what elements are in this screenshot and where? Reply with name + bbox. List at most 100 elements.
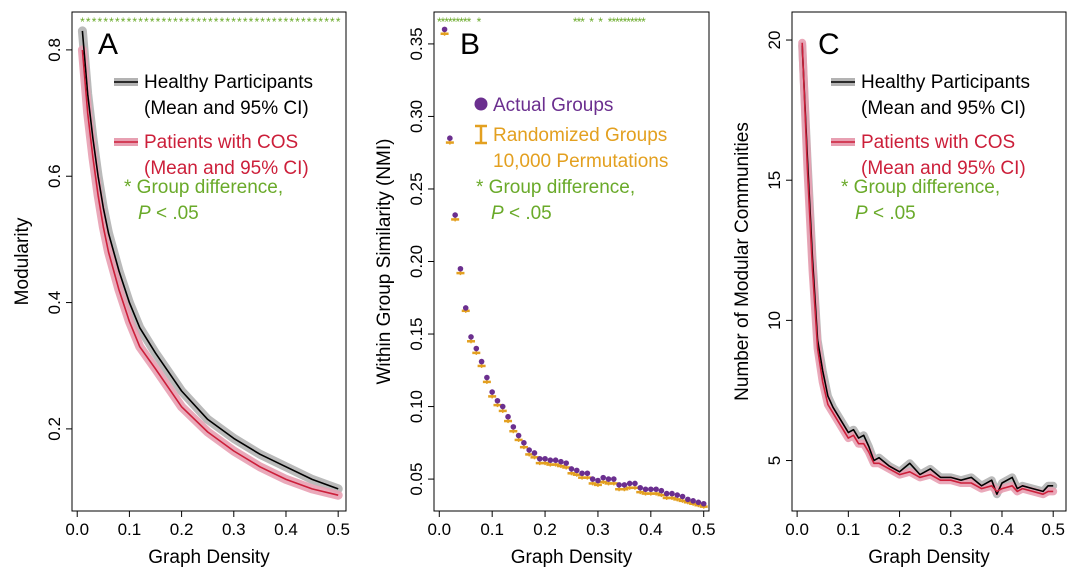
- significance-star: *: [260, 15, 265, 29]
- x-tick-label: 0.3: [586, 520, 610, 539]
- legend-label: Healthy Participants: [861, 72, 1030, 93]
- actual-point: [685, 496, 691, 503]
- significance-star: *: [138, 15, 143, 29]
- x-axis-label: Graph Density: [511, 547, 633, 568]
- x-tick-label: 0.3: [222, 520, 246, 539]
- x-tick-label: 0.3: [939, 520, 963, 539]
- legend-label-sub: (Mean and 95% CI): [144, 158, 309, 179]
- actual-point: [521, 440, 527, 446]
- series-line: [801, 45, 1054, 495]
- actual-point: [648, 486, 654, 493]
- actual-point: [558, 458, 564, 465]
- y-tick-label: 0.6: [45, 164, 64, 188]
- significance-star: *: [80, 15, 85, 29]
- significance-star: *: [619, 15, 624, 29]
- actual-point: [611, 476, 617, 482]
- legend-label: Patients with COS: [144, 132, 298, 153]
- significance-star: *: [173, 15, 178, 29]
- significance-star: *: [132, 15, 137, 29]
- y-tick-label: 0.05: [407, 463, 426, 496]
- actual-point: [489, 389, 495, 395]
- significance-star: *: [86, 15, 91, 29]
- significance-note: * Group difference,: [841, 177, 1000, 198]
- significance-star: *: [167, 15, 172, 29]
- y-tick-label: 0.30: [407, 100, 426, 133]
- actual-point: [441, 26, 448, 33]
- x-tick-label: 0.4: [639, 520, 663, 539]
- significance-star: *: [301, 15, 306, 29]
- actual-point: [616, 482, 622, 488]
- panel-letter: A: [98, 28, 118, 61]
- significance-star: *: [109, 15, 114, 29]
- significance-star: *: [254, 15, 259, 29]
- x-axis-label: Graph Density: [868, 547, 990, 568]
- actual-point: [642, 486, 649, 493]
- significance-star: *: [463, 15, 468, 29]
- actual-point: [690, 498, 696, 504]
- y-tick-label: 0.25: [407, 172, 426, 205]
- significance-star: *: [336, 15, 341, 29]
- actual-point: [531, 450, 538, 456]
- significance-star: *: [161, 15, 166, 29]
- significance-star: *: [630, 15, 635, 29]
- y-tick-label: 5: [765, 456, 784, 465]
- significance-star: *: [144, 15, 149, 29]
- x-tick-label: 0.1: [118, 520, 142, 539]
- panel-c: 0.0 0.1 0.2 0.3 0.4 0.5 5 10 15 20 Graph Density Nu…: [732, 11, 1067, 568]
- actual-point: [542, 455, 548, 462]
- p-threshold: < .05: [151, 203, 199, 224]
- panel-a: 0.0 0.1 0.2 0.3 0.4 0.5 0.2 0.4 0.6 0.8 Graph Dens…: [12, 11, 350, 568]
- actual-point: [653, 486, 659, 493]
- significance-star: *: [231, 15, 236, 29]
- actual-point: [452, 212, 458, 218]
- significance-star: *: [121, 15, 126, 29]
- significance-star: *: [103, 15, 108, 29]
- significance-star: *: [623, 15, 628, 29]
- x-tick-label: 0.2: [888, 520, 912, 539]
- actual-point: [589, 476, 596, 482]
- plot-frame: [71, 11, 347, 512]
- panel-letter: B: [460, 28, 480, 61]
- significance-star: *: [452, 15, 457, 29]
- significance-star: *: [150, 15, 155, 29]
- series-line: [81, 30, 339, 490]
- significance-star: *: [577, 15, 582, 29]
- significance-note: * Group difference,: [476, 177, 635, 198]
- y-tick-label: 0.4: [45, 291, 64, 315]
- actual-point: [468, 334, 474, 340]
- actual-point: [573, 467, 580, 474]
- significance-star: *: [156, 15, 161, 29]
- x-tick-label: 0.2: [533, 520, 557, 539]
- p-symbol: P: [855, 203, 868, 224]
- significance-star: *: [92, 15, 97, 29]
- significance-star: *: [191, 15, 196, 29]
- actual-point: [637, 484, 644, 491]
- y-tick-label: 20: [765, 31, 784, 50]
- significance-star: *: [243, 15, 248, 29]
- y-axis-label: Number of Modular Communities: [732, 122, 753, 401]
- x-tick-label: 0.4: [990, 520, 1014, 539]
- actual-point: [552, 457, 559, 464]
- actual-point: [536, 455, 543, 462]
- plot-frame: [433, 11, 710, 512]
- significance-star: *: [637, 15, 642, 29]
- legend-label: Randomized Groups: [493, 125, 667, 146]
- significance-star: *: [598, 15, 603, 29]
- significance-star: *: [202, 15, 207, 29]
- actual-point: [515, 432, 522, 439]
- significance-star: *: [580, 15, 585, 29]
- significance-star: *: [278, 15, 283, 29]
- significance-star: *: [225, 15, 230, 29]
- actual-point: [663, 490, 670, 497]
- actual-point: [605, 476, 612, 482]
- significance-star: *: [634, 15, 639, 29]
- significance-star: *: [266, 15, 271, 29]
- x-tick-label: 0.5: [326, 520, 350, 539]
- significance-star: *: [441, 15, 446, 29]
- actual-point: [632, 480, 638, 487]
- significance-star: *: [127, 15, 132, 29]
- legend-label: Patients with COS: [861, 132, 1015, 153]
- significance-star: *: [318, 15, 323, 29]
- series-line: [801, 42, 1054, 495]
- panel-b: 0.0 0.1 0.2 0.3 0.4 0.5 0.05 0.10 0.15 0.20 0.25 0.…: [374, 11, 716, 568]
